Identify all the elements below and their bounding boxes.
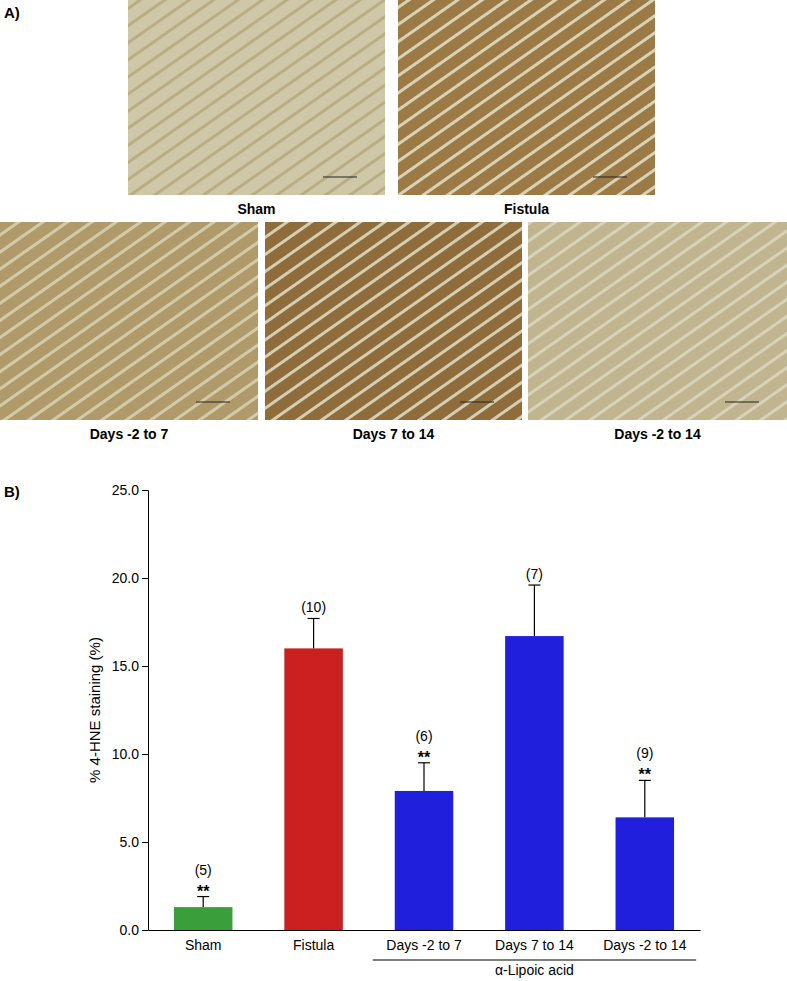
tick-mark: [142, 754, 148, 755]
tick-mark: [142, 490, 148, 491]
tick-mark: [142, 666, 148, 667]
n-label: (10): [301, 599, 326, 615]
tick-label: 0.0: [120, 922, 140, 938]
tick-mark: [142, 842, 148, 843]
tick-label: Fistula: [293, 937, 334, 953]
tick-label: 10.0: [112, 746, 139, 762]
significance: **: [418, 749, 431, 766]
tick-label: Days 7 to 14: [495, 937, 574, 953]
scale-bar: [196, 401, 230, 402]
axis-line: [142, 491, 149, 931]
micrograph: [128, 0, 385, 195]
plot-area: [174, 585, 674, 930]
scale-bar: [460, 401, 494, 402]
n-label: (6): [415, 728, 432, 744]
micrograph-label: Sham: [237, 201, 275, 217]
tick: 15.0: [112, 658, 148, 674]
bar: [505, 636, 564, 930]
tick: Fistula: [293, 937, 334, 953]
n-label: (9): [636, 745, 653, 761]
bar: [395, 791, 454, 930]
tick-label: Sham: [185, 937, 222, 953]
scale-bar: [593, 176, 627, 177]
tick-label: 5.0: [120, 834, 140, 850]
micrograph-label: Days -2 to 14: [614, 426, 701, 442]
micrograph: [265, 222, 522, 420]
panel-label: B): [4, 483, 20, 500]
tick-label: 20.0: [112, 570, 139, 586]
tick-label: Days -2 to 7: [386, 937, 462, 953]
tick-label: 25.0: [112, 482, 139, 498]
micrograph-label: Fistula: [504, 201, 549, 217]
figure: A) Sham Fistula Days -2 to 7 Days 7 to 14 Day…: [0, 0, 787, 981]
tick-label: Days -2 to 14: [603, 937, 686, 953]
tick: 5.0: [120, 834, 148, 850]
tick: Days 7 to 14: [495, 937, 574, 953]
tick: Days -2 to 14: [603, 937, 686, 953]
tick: Days -2 to 7: [386, 937, 462, 953]
tick-mark: [142, 930, 148, 931]
tick: Sham: [185, 937, 222, 953]
bar: [174, 907, 233, 930]
bar: [616, 817, 675, 930]
x-axis: Sham Fistula Days -2 to 7 Days 7 to 14 Days …: [149, 931, 701, 953]
error-cap: [528, 584, 540, 585]
tick-mark: [142, 578, 148, 579]
tick: 25.0: [112, 482, 148, 498]
panel-label: A): [4, 4, 20, 21]
error-bar: [534, 585, 535, 636]
error-cap: [308, 618, 320, 619]
tick: 0.0: [120, 922, 148, 938]
micrograph: [528, 222, 787, 420]
significance: **: [639, 766, 652, 783]
tick: 10.0: [112, 746, 148, 762]
group-label: α-Lipoic acid: [495, 962, 574, 978]
micrograph: [398, 0, 655, 195]
scale-bar: [323, 176, 357, 177]
error-bar: [644, 780, 645, 817]
axis-line: [149, 930, 701, 931]
scale-bar: [725, 401, 759, 402]
axis-title: % 4-HNE staining (%): [86, 637, 103, 783]
n-label: (5): [195, 862, 212, 878]
bar: [284, 648, 343, 930]
tick-label: 15.0: [112, 658, 139, 674]
y-axis: 0.0 5.0 10.0 15.0 20.0 25.0: [112, 482, 149, 938]
error-bar: [423, 763, 424, 791]
micrograph-label: Days 7 to 14: [353, 426, 435, 442]
micrograph: [0, 222, 258, 420]
tick: 20.0: [112, 570, 148, 586]
micrograph-label: Days -2 to 7: [90, 426, 169, 442]
significance: **: [197, 883, 210, 900]
n-label: (7): [526, 566, 543, 582]
error-bar: [313, 618, 314, 648]
group-bracket: [373, 959, 696, 960]
